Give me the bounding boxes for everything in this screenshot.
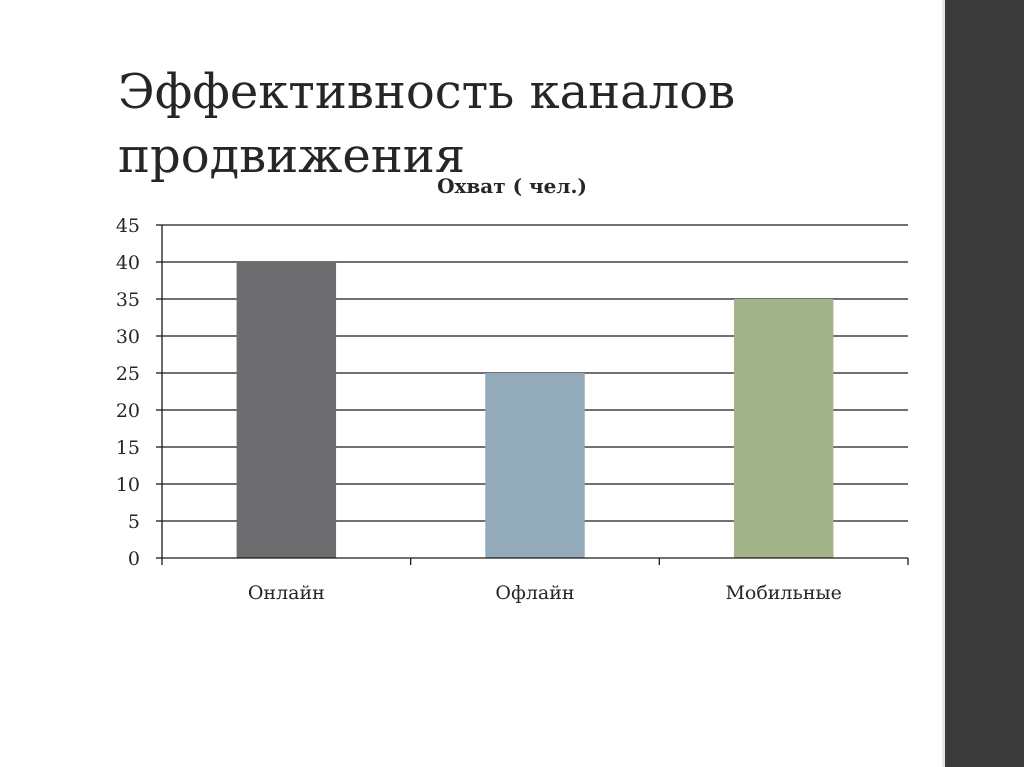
bar-1 <box>236 262 337 558</box>
x-category-label: Мобильные <box>725 582 841 604</box>
side-bar-edge <box>942 0 945 767</box>
chart-title: Охват ( чел.) <box>437 174 587 198</box>
y-tick-label: 30 <box>116 326 140 348</box>
slide-title: Эффективность каналов продвижения <box>118 64 736 184</box>
y-tick-label: 35 <box>116 289 140 311</box>
side-bar <box>945 0 1024 767</box>
axes <box>156 224 909 565</box>
bar-3 <box>733 299 834 558</box>
y-tick-label: 10 <box>116 474 140 496</box>
bars <box>236 262 834 558</box>
y-tick-label: 25 <box>116 363 140 385</box>
y-tick-label: 5 <box>128 511 140 533</box>
y-tick-label: 15 <box>116 437 140 459</box>
y-tick-label: 40 <box>116 252 140 274</box>
x-category-label: Онлайн <box>248 582 325 604</box>
x-category-label: Офлайн <box>495 582 574 604</box>
y-tick-label: 0 <box>128 548 140 570</box>
bar-chart: Охват ( чел.) 0 5 10 15 20 25 30 35 40 45 Онлайн Оф… <box>116 174 909 604</box>
bar-2 <box>485 373 585 558</box>
axis-labels: 0 5 10 15 20 25 30 35 40 45 Онлайн Офлайн Мобильные <box>116 215 842 604</box>
y-tick-label: 20 <box>116 400 140 422</box>
y-tick-label: 45 <box>116 215 140 237</box>
